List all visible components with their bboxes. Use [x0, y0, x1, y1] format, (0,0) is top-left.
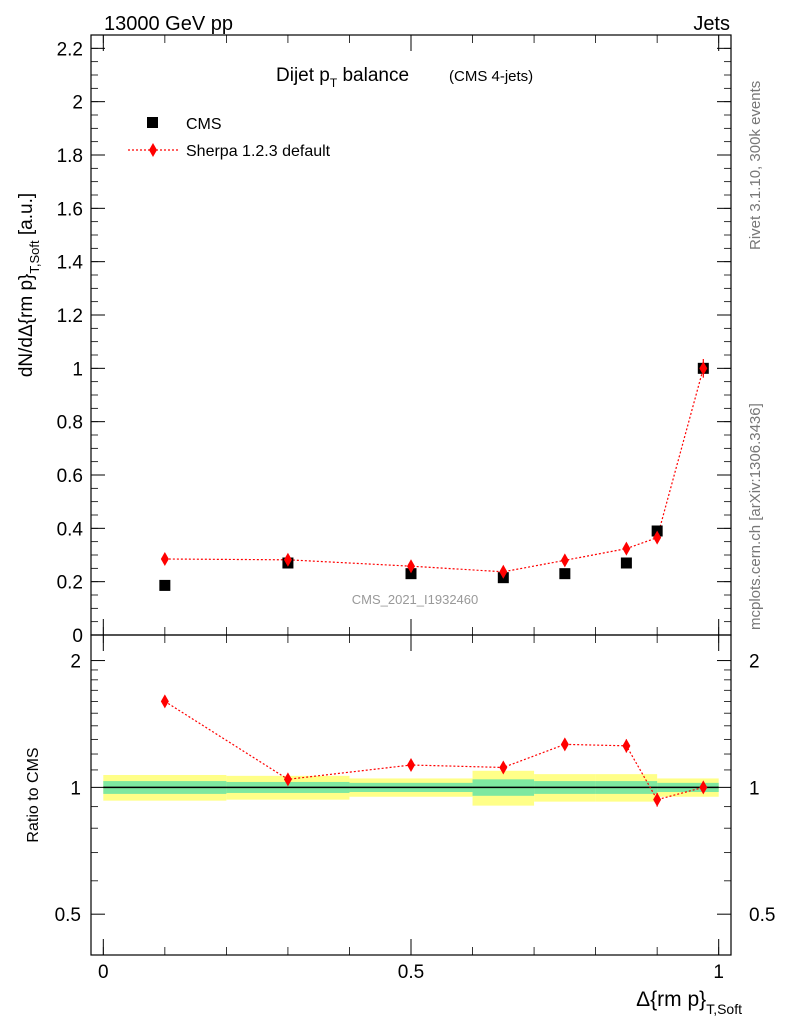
- legend-mc-marker: [149, 143, 157, 157]
- main-y-tick-label: 0.2: [57, 573, 83, 594]
- mc-point: [560, 553, 569, 568]
- mcplots-label: mcplots.cern.ch [arXiv:1306.3436]: [747, 403, 764, 630]
- ratio-mc-point: [560, 737, 569, 752]
- mc-point: [622, 541, 631, 556]
- ratio-y-tick-label-right: 0.5: [749, 905, 775, 926]
- data-point: [405, 568, 417, 580]
- header-right: Jets: [693, 13, 730, 35]
- ratio-mc-point: [283, 772, 292, 787]
- mc-point: [283, 552, 292, 567]
- x-axis-label: Δ{rm p}T,Soft: [636, 988, 742, 1017]
- x-tick-label: 1: [713, 962, 724, 983]
- main-y-tick-label: 2: [72, 93, 83, 114]
- main-y-tick-label: 1: [72, 359, 83, 380]
- title-tail: balance: [337, 65, 409, 86]
- main-y-tick-label: 1.2: [57, 306, 83, 327]
- main-y-tick-label: 1.6: [57, 199, 83, 220]
- ratio-mc-line: [164, 700, 704, 801]
- ratio-series: [160, 694, 708, 807]
- y-axis-label: dN/dΔ{rm p}T,Soft [a.u.]: [16, 193, 42, 377]
- title-main: Dijet p: [276, 65, 330, 86]
- mc-point: [653, 530, 662, 545]
- rivet-label: Rivet 3.1.10, 300k events: [747, 81, 764, 250]
- data-point: [159, 579, 171, 591]
- x-tick-label: 0: [98, 962, 109, 983]
- x-tick-label: 0.5: [398, 962, 424, 983]
- main-series: [159, 359, 709, 591]
- legend: CMS Sherpa 1.2.3 default: [128, 116, 331, 160]
- legend-data-marker: [147, 117, 158, 128]
- ratio-mc-point: [407, 758, 415, 773]
- ratio-mc-point: [160, 694, 169, 709]
- mc-point: [407, 559, 415, 574]
- plot-title: Dijet pT balance (CMS 4-jets): [276, 65, 533, 90]
- analysis-tag: CMS_2021_I1932460: [352, 592, 479, 607]
- ratio-y-tick-label: 0.5: [55, 905, 81, 926]
- ratio-y-tick-label: 1: [70, 778, 81, 799]
- ratio-y-tick-label: 2: [70, 652, 81, 673]
- main-y-tick-label: 0.8: [57, 413, 83, 434]
- mc-point: [699, 361, 708, 376]
- ratio-y-tick-label-right: 2: [749, 652, 760, 673]
- mc-point: [499, 564, 508, 579]
- main-y-tick-label: 1.4: [57, 253, 84, 274]
- legend-data-label: CMS: [186, 116, 222, 133]
- main-axes: 0 0.2 0.4 0.6 0.8 1 1.2 1.4 1.6 1.8 2 2.2: [57, 34, 731, 647]
- data-point: [620, 557, 632, 569]
- ratio-mc-point: [622, 738, 631, 753]
- mc-point: [160, 552, 169, 566]
- ratio-mc-point: [699, 780, 708, 795]
- title-note: (CMS 4-jets): [449, 68, 533, 85]
- ratio-mc-point: [653, 792, 662, 807]
- ratio-y-axis-label: Ratio to CMS: [25, 747, 42, 842]
- main-y-tick-label: 1.8: [57, 146, 83, 167]
- main-y-tick-label: 0: [72, 626, 83, 647]
- ratio-mc-point: [499, 760, 508, 775]
- svg-text:Dijet pT balance: Dijet pT balance: [276, 65, 409, 90]
- legend-mc-label: Sherpa 1.2.3 default: [186, 143, 331, 160]
- ratio-y-tick-label-right: 1: [749, 778, 760, 799]
- ratio-axes: 0.5 0.5 1 1 2 2: [55, 652, 776, 927]
- ratio-bands: [103, 770, 719, 806]
- data-point: [559, 568, 571, 580]
- main-y-tick-label: 0.4: [57, 519, 84, 540]
- mc-line: [164, 368, 704, 573]
- main-y-tick-label: 2.2: [57, 39, 83, 60]
- title-sub: T: [330, 76, 338, 90]
- header-left: 13000 GeV pp: [104, 13, 233, 35]
- main-y-tick-label: 0.6: [57, 466, 83, 487]
- x-axes: 0 0.5 1: [98, 35, 724, 983]
